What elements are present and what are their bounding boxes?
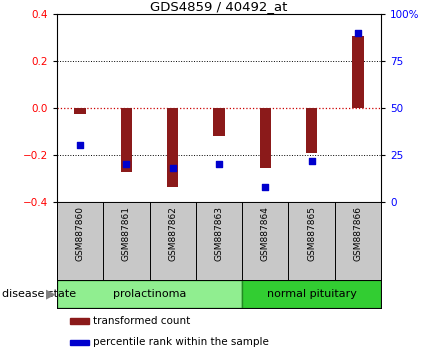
Text: GSM887864: GSM887864 xyxy=(261,206,270,261)
Text: GSM887865: GSM887865 xyxy=(307,206,316,261)
Text: transformed count: transformed count xyxy=(92,316,190,326)
Bar xyxy=(242,280,381,308)
Bar xyxy=(70,318,89,324)
Point xyxy=(215,161,223,167)
Bar xyxy=(70,340,89,345)
Text: normal pituitary: normal pituitary xyxy=(267,289,357,299)
Bar xyxy=(259,108,271,168)
Text: GSM887860: GSM887860 xyxy=(76,206,85,261)
Point xyxy=(308,158,315,163)
Text: GSM887866: GSM887866 xyxy=(353,206,362,261)
Bar xyxy=(306,108,318,153)
Point xyxy=(77,143,84,148)
Point xyxy=(354,30,361,36)
Bar xyxy=(352,36,364,108)
Text: prolactinoma: prolactinoma xyxy=(113,289,186,299)
Title: GDS4859 / 40492_at: GDS4859 / 40492_at xyxy=(150,0,288,13)
Bar xyxy=(167,108,179,187)
Text: percentile rank within the sample: percentile rank within the sample xyxy=(92,337,268,348)
Point xyxy=(262,184,269,190)
Bar xyxy=(57,280,242,308)
Text: disease state: disease state xyxy=(2,289,76,299)
Bar xyxy=(74,108,86,114)
Point xyxy=(123,161,130,167)
Text: GSM887861: GSM887861 xyxy=(122,206,131,261)
Text: GSM887862: GSM887862 xyxy=(168,206,177,261)
Text: GSM887863: GSM887863 xyxy=(215,206,223,261)
Text: ▶: ▶ xyxy=(46,287,55,300)
Bar xyxy=(213,108,225,136)
Point xyxy=(169,165,176,171)
Bar xyxy=(120,108,132,172)
